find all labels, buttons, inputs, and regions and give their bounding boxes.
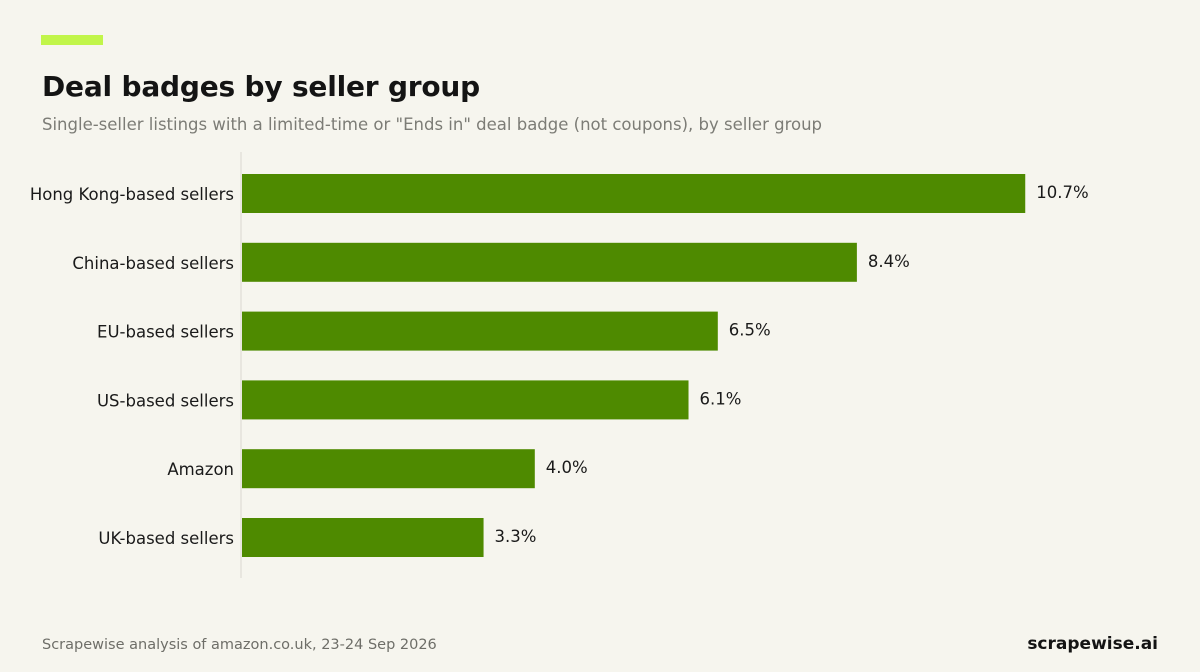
bar [242,311,718,351]
source-note: Scrapewise analysis of amazon.co.uk, 23-… [42,637,437,653]
chart-subtitle: Single-seller listings with a limited-ti… [42,115,823,134]
bar [242,174,1026,213]
bar [242,518,484,557]
bar [242,449,535,489]
bar-row: China-based sellers 8.4% [72,242,910,282]
category-label: Hong Kong-based sellers [30,185,234,204]
bar [242,380,689,420]
bar-row: UK-based sellers 3.3% [98,518,536,557]
category-label: China-based sellers [72,254,234,273]
data-label: 4.0% [546,458,588,477]
brand-logo-text: scrapewise.ai [1027,634,1158,654]
data-label: 3.3% [495,527,537,546]
data-label: 6.5% [729,321,771,340]
bar-row: Hong Kong-based sellers 10.7% [30,174,1089,213]
bar-row: Amazon 4.0% [167,449,588,489]
category-label: EU-based sellers [97,323,234,342]
bar-row: EU-based sellers 6.5% [97,311,771,351]
category-label: US-based sellers [97,391,234,410]
bar-row: US-based sellers 6.1% [97,380,742,420]
bars-group: Hong Kong-based sellers 10.7% China-based … [30,174,1089,557]
data-label: 6.1% [700,389,742,408]
bar [242,242,857,282]
chart-title: Deal badges by seller group [42,70,481,103]
accent-bar [41,35,103,45]
data-label: 8.4% [868,252,910,271]
category-label: Amazon [167,460,234,479]
category-label: UK-based sellers [98,529,234,548]
data-label: 10.7% [1036,183,1088,202]
